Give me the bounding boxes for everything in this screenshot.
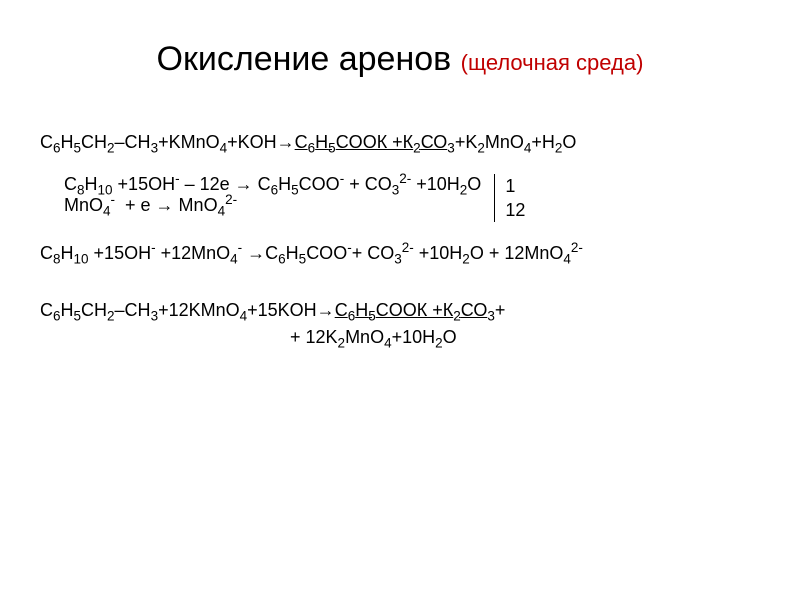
title-main-text: Окисление аренов — [157, 40, 461, 78]
ionic-sum-equation: C8H10 +15OH- +12MnO4- →C6H5COO-+ CO32- +… — [40, 240, 760, 267]
eq-unbalanced: C6H5CH2–CH3+KMnO4+KOH→C6H5COOК +К2СО3+K2… — [40, 129, 760, 156]
unbalanced-equation: C6H5CH2–CH3+KMnO4+KOH→C6H5COOК +К2СО3+K2… — [40, 129, 760, 156]
half-reaction-block: C8H10 +15OH- – 12e → C6H5COO- + CO32- +1… — [40, 174, 760, 222]
eq-final-line1: C6H5CH2–CH3+12KMnO4+15KOH→C6H5COOК +К2СО… — [40, 297, 760, 324]
coefficient-divider: 1 12 — [494, 174, 525, 222]
half-reaction-1: C8H10 +15OH- – 12e → C6H5COO- + CO32- +1… — [64, 174, 481, 195]
slide-title: Окисление аренов (щелочная среда) — [40, 40, 760, 79]
coef-2: 12 — [505, 198, 525, 222]
coef-1: 1 — [505, 174, 525, 198]
eq-ionic-sum: C8H10 +15OH- +12MnO4- →C6H5COO-+ CO32- +… — [40, 240, 760, 267]
eq-final-line2: + 12K2MnO4+10H2O — [40, 324, 760, 351]
title-sub-text: (щелочная среда) — [461, 50, 644, 75]
final-equation: C6H5CH2–CH3+12KMnO4+15KOH→C6H5COOК +К2СО… — [40, 297, 760, 351]
half-reaction-2: MnO4- + e → MnO42- — [64, 195, 481, 216]
half-reactions: C8H10 +15OH- – 12e → C6H5COO- + CO32- +1… — [64, 174, 481, 216]
slide-container: Окисление аренов (щелочная среда) C6H5CH… — [0, 0, 800, 600]
